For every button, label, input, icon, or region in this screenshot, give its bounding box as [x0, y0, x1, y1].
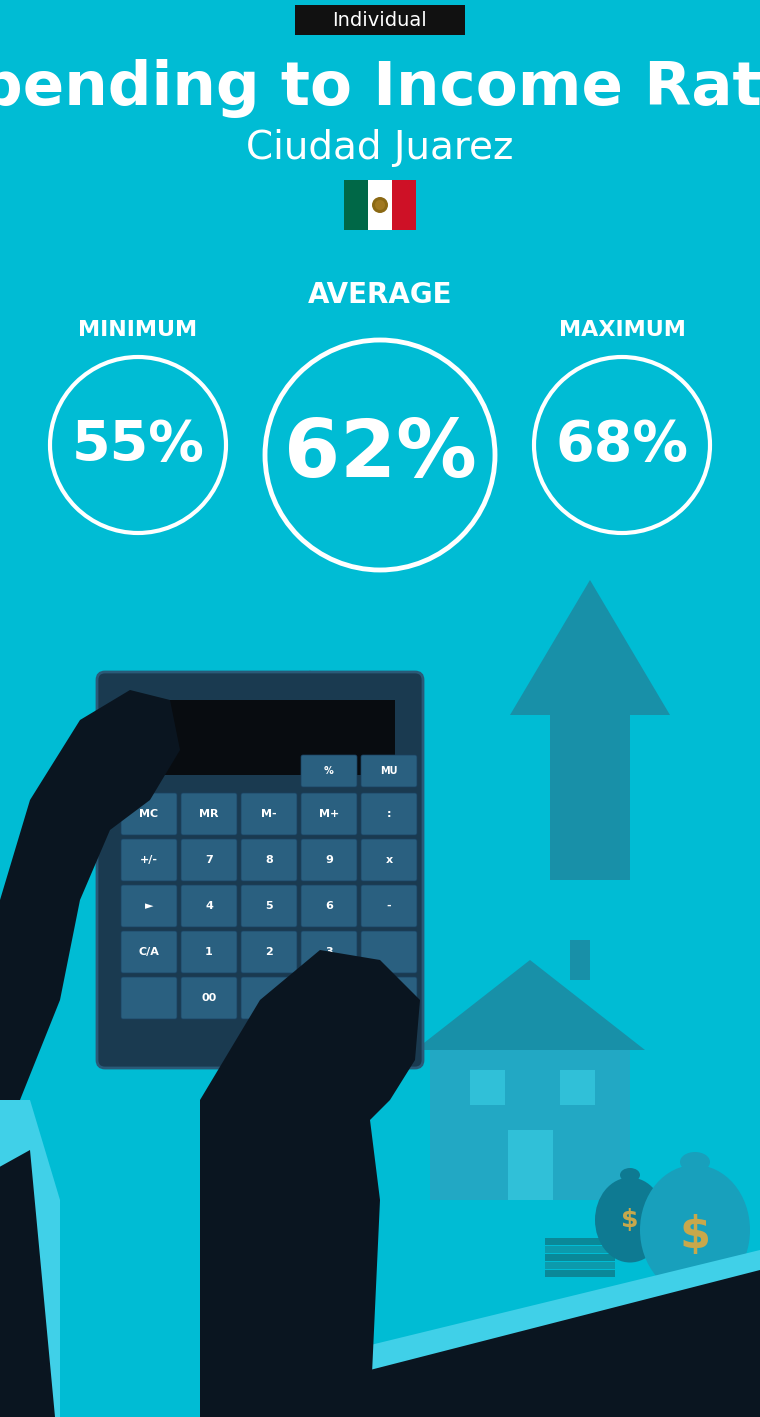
- FancyBboxPatch shape: [301, 755, 357, 786]
- Text: 68%: 68%: [556, 418, 689, 472]
- Polygon shape: [370, 1270, 760, 1417]
- FancyBboxPatch shape: [241, 794, 297, 835]
- FancyBboxPatch shape: [181, 886, 237, 927]
- FancyBboxPatch shape: [97, 672, 423, 1068]
- Bar: [368, 180, 392, 230]
- Bar: [470, 1070, 505, 1105]
- Text: +/-: +/-: [140, 854, 158, 864]
- Bar: [392, 180, 416, 230]
- Polygon shape: [0, 1151, 55, 1417]
- Text: ►: ►: [144, 901, 154, 911]
- Text: M-: M-: [261, 809, 277, 819]
- Text: M+: M+: [319, 809, 339, 819]
- FancyBboxPatch shape: [181, 931, 237, 973]
- FancyBboxPatch shape: [361, 794, 417, 835]
- Bar: [560, 1070, 595, 1105]
- FancyBboxPatch shape: [121, 976, 177, 1019]
- Text: Ciudad Juarez: Ciudad Juarez: [246, 129, 514, 167]
- Bar: [508, 1129, 553, 1200]
- Text: :: :: [387, 809, 391, 819]
- FancyBboxPatch shape: [121, 931, 177, 973]
- Text: 62%: 62%: [283, 417, 477, 495]
- FancyBboxPatch shape: [361, 976, 417, 1019]
- FancyBboxPatch shape: [241, 839, 297, 881]
- FancyBboxPatch shape: [361, 839, 417, 881]
- FancyBboxPatch shape: [241, 886, 297, 927]
- Polygon shape: [510, 580, 670, 880]
- Text: MC: MC: [139, 809, 159, 819]
- Polygon shape: [310, 971, 380, 1060]
- Polygon shape: [350, 1250, 760, 1417]
- FancyBboxPatch shape: [121, 886, 177, 927]
- FancyBboxPatch shape: [361, 886, 417, 927]
- Text: 00: 00: [201, 993, 217, 1003]
- FancyBboxPatch shape: [181, 794, 237, 835]
- FancyBboxPatch shape: [301, 839, 357, 881]
- FancyBboxPatch shape: [181, 839, 237, 881]
- Text: 2: 2: [265, 947, 273, 956]
- Text: Spending to Income Ratio: Spending to Income Ratio: [0, 58, 760, 118]
- Bar: [545, 1246, 615, 1253]
- Bar: [125, 700, 395, 775]
- Text: -: -: [387, 901, 391, 911]
- FancyBboxPatch shape: [301, 886, 357, 927]
- Text: 9: 9: [325, 854, 333, 864]
- Bar: [430, 1050, 630, 1200]
- Polygon shape: [0, 1100, 60, 1417]
- Text: 5: 5: [265, 901, 273, 911]
- Text: 1: 1: [205, 947, 213, 956]
- Bar: [570, 939, 590, 981]
- Bar: [545, 1254, 615, 1261]
- Text: C/A: C/A: [138, 947, 160, 956]
- FancyBboxPatch shape: [301, 794, 357, 835]
- Circle shape: [372, 197, 388, 213]
- Text: 3: 3: [325, 947, 333, 956]
- Text: x: x: [385, 854, 393, 864]
- Polygon shape: [415, 959, 645, 1050]
- Polygon shape: [0, 690, 180, 1151]
- Text: 0: 0: [325, 993, 333, 1003]
- FancyBboxPatch shape: [241, 976, 297, 1019]
- FancyBboxPatch shape: [301, 976, 357, 1019]
- FancyBboxPatch shape: [241, 931, 297, 973]
- Ellipse shape: [620, 1168, 640, 1182]
- Text: MU: MU: [380, 767, 397, 777]
- Text: 4: 4: [205, 901, 213, 911]
- Text: 7: 7: [205, 854, 213, 864]
- Text: .: .: [267, 993, 271, 1003]
- Text: Individual: Individual: [333, 10, 427, 30]
- Text: AVERAGE: AVERAGE: [308, 281, 452, 309]
- Text: MR: MR: [199, 809, 219, 819]
- FancyBboxPatch shape: [361, 931, 417, 973]
- Text: MAXIMUM: MAXIMUM: [559, 320, 686, 340]
- Ellipse shape: [680, 1152, 710, 1172]
- Bar: [545, 1263, 615, 1270]
- Bar: [344, 180, 368, 230]
- Text: 8: 8: [265, 854, 273, 864]
- FancyBboxPatch shape: [301, 931, 357, 973]
- Ellipse shape: [595, 1178, 665, 1263]
- Text: %: %: [324, 767, 334, 777]
- FancyBboxPatch shape: [121, 794, 177, 835]
- Ellipse shape: [640, 1165, 750, 1295]
- Text: 55%: 55%: [71, 418, 204, 472]
- Bar: [545, 1270, 615, 1277]
- Polygon shape: [250, 670, 370, 890]
- Text: MINIMUM: MINIMUM: [78, 320, 198, 340]
- Text: 6: 6: [325, 901, 333, 911]
- Circle shape: [375, 200, 385, 210]
- FancyBboxPatch shape: [361, 755, 417, 786]
- FancyBboxPatch shape: [181, 976, 237, 1019]
- Polygon shape: [200, 949, 420, 1417]
- Text: $: $: [621, 1209, 638, 1231]
- Text: $: $: [679, 1213, 711, 1257]
- Bar: [545, 1238, 615, 1246]
- FancyBboxPatch shape: [121, 839, 177, 881]
- Bar: [295, 6, 465, 35]
